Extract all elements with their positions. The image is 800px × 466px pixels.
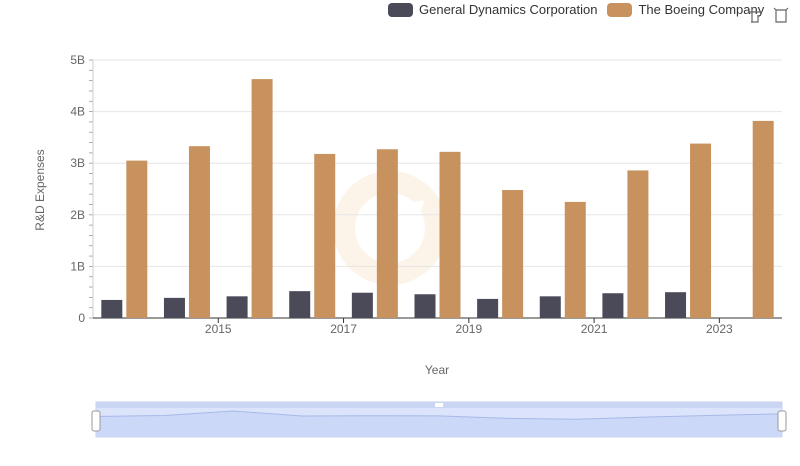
legend-item-general-dynamics[interactable]: General Dynamics Corporation: [388, 2, 597, 17]
bar-general-dynamics[interactable]: [226, 296, 248, 318]
navigator-series-area: [96, 411, 782, 437]
x-axis: 2015 2017 2019 2021 2023: [93, 317, 782, 336]
legend: General Dynamics Corporation The Boeing …: [388, 2, 764, 17]
x-tick-label: 2023: [706, 322, 733, 336]
bar-boeing[interactable]: [502, 190, 524, 318]
bar-general-dynamics[interactable]: [602, 293, 624, 318]
chart-toolbar: [746, 6, 790, 24]
bar-boeing[interactable]: [690, 143, 712, 318]
legend-label: General Dynamics Corporation: [419, 2, 598, 17]
bar-boeing[interactable]: [314, 153, 336, 318]
bar-general-dynamics[interactable]: [289, 291, 311, 318]
bar-boeing[interactable]: [627, 170, 649, 318]
y-tick-label: 0: [78, 311, 85, 325]
bar-general-dynamics[interactable]: [163, 297, 185, 318]
bars: [101, 79, 774, 318]
bar-general-dynamics[interactable]: [539, 296, 561, 318]
zoom-select-icon[interactable]: [746, 6, 764, 24]
bar-boeing[interactable]: [376, 149, 398, 318]
bar-boeing[interactable]: [188, 146, 210, 318]
y-axis-label: R&D Expenses: [33, 149, 47, 230]
legend-swatch: [388, 2, 413, 17]
bar-boeing[interactable]: [564, 201, 586, 318]
x-tick-label: 2015: [205, 322, 232, 336]
bar-general-dynamics[interactable]: [665, 292, 687, 318]
x-axis-label: Year: [425, 363, 449, 377]
x-tick-label: 2017: [330, 322, 357, 336]
legend-swatch: [607, 2, 633, 17]
range-navigator[interactable]: [91, 401, 787, 438]
bar-boeing[interactable]: [251, 79, 273, 318]
bar-general-dynamics[interactable]: [351, 292, 373, 318]
y-tick-label: 4B: [70, 105, 85, 119]
y-axis: 0 1B 2B 3B 4B 5B: [70, 53, 94, 325]
bar-boeing[interactable]: [752, 120, 774, 318]
zoom-reset-icon[interactable]: [772, 6, 790, 24]
navigator-grip-icon[interactable]: [435, 403, 443, 407]
y-tick-label: 1B: [70, 259, 85, 273]
bar-general-dynamics[interactable]: [477, 298, 499, 318]
bar-boeing[interactable]: [126, 160, 148, 318]
x-tick-label: 2021: [581, 322, 608, 336]
y-tick-label: 5B: [70, 53, 85, 67]
navigator-handle-left[interactable]: [91, 410, 101, 432]
x-tick-label: 2019: [455, 322, 482, 336]
legend-item-boeing[interactable]: The Boeing Company: [607, 2, 764, 17]
bar-general-dynamics[interactable]: [414, 294, 436, 318]
bar-general-dynamics[interactable]: [101, 299, 123, 318]
legend-label: The Boeing Company: [638, 2, 765, 17]
y-tick-label: 3B: [70, 156, 85, 170]
navigator-series-line: [95, 410, 783, 420]
bar-boeing[interactable]: [439, 151, 461, 318]
y-tick-label: 2B: [70, 208, 85, 222]
navigator-handle-right[interactable]: [777, 410, 787, 432]
